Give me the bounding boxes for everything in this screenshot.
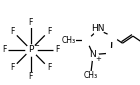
- Text: −: −: [33, 43, 39, 49]
- Text: F: F: [29, 18, 33, 27]
- Text: +: +: [95, 56, 101, 62]
- Text: F: F: [47, 63, 51, 73]
- Text: P: P: [28, 45, 33, 54]
- Text: CH₃: CH₃: [84, 71, 98, 80]
- Text: F: F: [29, 72, 33, 81]
- Text: F: F: [10, 27, 15, 36]
- Text: F: F: [2, 45, 6, 54]
- Text: CH₃: CH₃: [62, 36, 76, 45]
- Text: HN: HN: [91, 24, 105, 33]
- Text: F: F: [47, 27, 51, 36]
- Text: F: F: [55, 45, 60, 54]
- Text: N: N: [89, 50, 96, 59]
- Text: F: F: [10, 63, 15, 73]
